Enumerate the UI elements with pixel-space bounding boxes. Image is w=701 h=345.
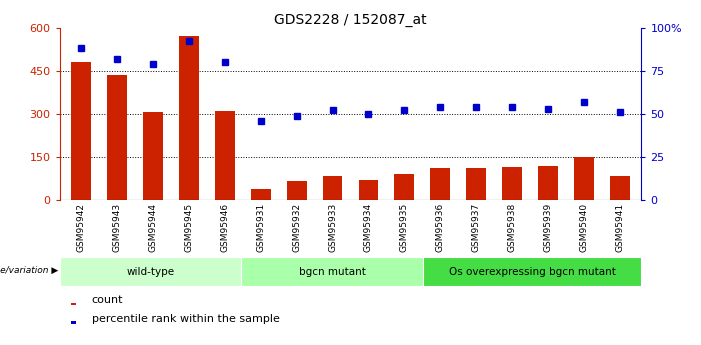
Title: GDS2228 / 152087_at: GDS2228 / 152087_at xyxy=(274,12,427,27)
Text: GSM95935: GSM95935 xyxy=(400,203,409,252)
Bar xyxy=(72,62,91,200)
Bar xyxy=(538,166,558,200)
Text: GSM95939: GSM95939 xyxy=(543,203,552,252)
Bar xyxy=(143,112,163,200)
Text: GSM95936: GSM95936 xyxy=(436,203,445,252)
Text: GSM95937: GSM95937 xyxy=(472,203,481,252)
Bar xyxy=(72,303,76,305)
Text: GSM95932: GSM95932 xyxy=(292,203,301,252)
Bar xyxy=(107,75,127,200)
Text: GSM95940: GSM95940 xyxy=(580,203,588,252)
Text: percentile rank within the sample: percentile rank within the sample xyxy=(92,314,280,324)
Bar xyxy=(72,322,76,324)
Text: GSM95945: GSM95945 xyxy=(184,203,193,252)
Text: genotype/variation ▶: genotype/variation ▶ xyxy=(0,266,58,275)
Text: GSM95943: GSM95943 xyxy=(113,203,121,252)
Text: GSM95934: GSM95934 xyxy=(364,203,373,252)
Text: count: count xyxy=(92,295,123,305)
Text: GSM95931: GSM95931 xyxy=(256,203,265,252)
Bar xyxy=(395,174,414,200)
Bar xyxy=(179,36,199,200)
Bar xyxy=(574,157,594,200)
Bar xyxy=(60,257,241,286)
Text: GSM95944: GSM95944 xyxy=(149,203,158,252)
Bar xyxy=(215,111,235,200)
Bar xyxy=(241,257,423,286)
Bar xyxy=(359,180,379,200)
Text: GSM95938: GSM95938 xyxy=(508,203,517,252)
Bar xyxy=(423,257,641,286)
Text: GSM95942: GSM95942 xyxy=(76,203,86,252)
Text: GSM95946: GSM95946 xyxy=(220,203,229,252)
Text: Os overexpressing bgcn mutant: Os overexpressing bgcn mutant xyxy=(449,267,615,277)
Bar xyxy=(610,176,629,200)
Text: bgcn mutant: bgcn mutant xyxy=(299,267,366,277)
Bar xyxy=(322,176,342,200)
Bar xyxy=(466,168,486,200)
Bar xyxy=(430,168,450,200)
Bar xyxy=(251,189,271,200)
Text: GSM95941: GSM95941 xyxy=(615,203,625,252)
Text: wild-type: wild-type xyxy=(126,267,175,277)
Bar xyxy=(502,167,522,200)
Text: GSM95933: GSM95933 xyxy=(328,203,337,252)
Bar xyxy=(287,181,306,200)
